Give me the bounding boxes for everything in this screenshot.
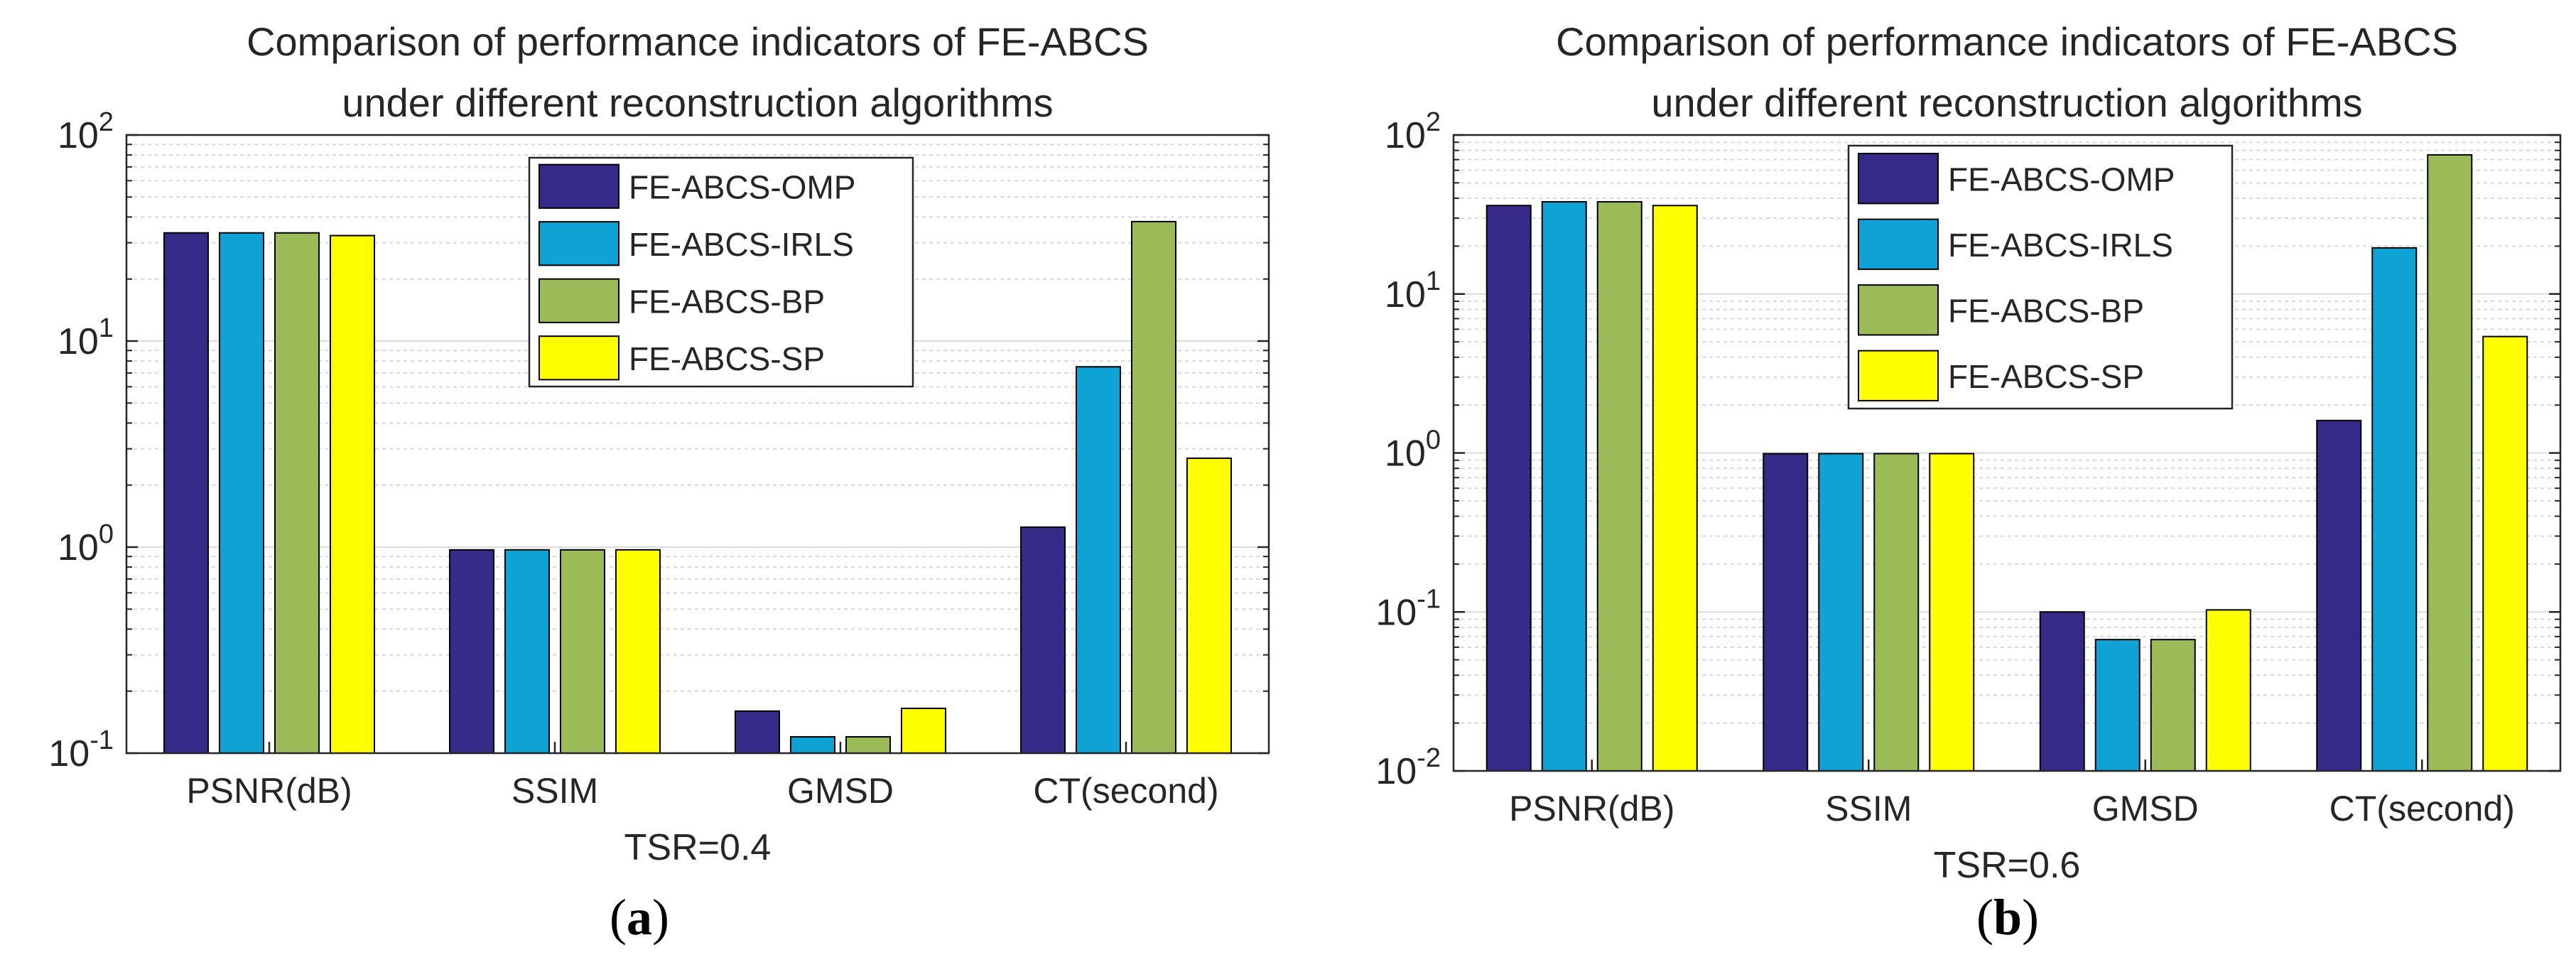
bar	[1652, 205, 1698, 772]
legend-swatch	[1858, 218, 1939, 270]
bar	[1818, 453, 1864, 772]
bar	[449, 549, 494, 754]
chart-b: 10-2 10-1 100 101 102 PSNR(dB) SSIM GMSD CT(seco…	[1375, 19, 2562, 886]
legend-swatch	[539, 221, 619, 266]
legend-label: FE-ABCS-SP	[629, 340, 825, 377]
x-axis-label: TSR=0.6	[1934, 845, 2081, 886]
legend-swatch	[539, 335, 619, 381]
legend-swatch	[1858, 153, 1939, 205]
xtick-label: CT(second)	[2329, 789, 2515, 828]
bar	[1485, 205, 1532, 772]
bar	[2094, 639, 2141, 772]
ytick-label: 101	[58, 313, 114, 362]
bar	[1596, 201, 1643, 772]
ytick-label: 10-1	[1375, 584, 1441, 633]
xtick-label: SSIM	[512, 771, 598, 811]
legend-label: FE-ABCS-OMP	[629, 168, 855, 205]
caption-b: (b)	[1976, 889, 2039, 946]
bar	[2482, 335, 2528, 772]
legend-label: FE-ABCS-BP	[1948, 292, 2144, 329]
chart-title: under different reconstruction algorithm…	[342, 80, 1053, 125]
bar	[615, 549, 661, 754]
bar	[1541, 201, 1587, 772]
bar	[1873, 453, 1920, 772]
bar	[845, 736, 891, 755]
legend-swatch	[539, 163, 619, 209]
bar	[504, 549, 550, 754]
legend-label: FE-ABCS-OMP	[1948, 161, 2175, 198]
axes-box	[125, 134, 1270, 755]
bar	[1763, 453, 1809, 772]
bar	[1076, 366, 1121, 754]
ytick-label: 10-1	[48, 725, 114, 774]
xtick-label: CT(second)	[1033, 771, 1218, 811]
bar	[901, 707, 946, 754]
chart-title: Comparison of performance indicators of …	[247, 19, 1149, 64]
bar	[1186, 457, 1232, 754]
chart-title: under different reconstruction algorithm…	[1651, 80, 2362, 125]
bar	[274, 232, 320, 754]
chart-title: Comparison of performance indicators of …	[1556, 19, 2458, 64]
bar	[2039, 611, 2085, 772]
bar	[2205, 609, 2251, 772]
bar	[219, 232, 264, 754]
xtick-label: GMSD	[2092, 789, 2199, 828]
ytick-label: 102	[58, 107, 114, 156]
bar	[330, 234, 375, 754]
legend-label: FE-ABCS-SP	[1948, 358, 2144, 395]
bar	[735, 710, 780, 754]
bar	[2150, 639, 2196, 772]
bar	[1131, 220, 1176, 755]
bar	[1020, 526, 1066, 755]
legend-swatch	[1858, 350, 1939, 401]
xtick-label: PSNR(dB)	[1509, 789, 1674, 828]
xtick-label: SSIM	[1825, 789, 1912, 828]
ytick-label: 100	[1385, 426, 1441, 475]
legend-swatch	[1858, 284, 1939, 336]
legend-label: FE-ABCS-IRLS	[1948, 227, 2173, 264]
legend-label: FE-ABCS-BP	[629, 283, 825, 320]
bar	[790, 736, 835, 755]
bar	[560, 549, 605, 754]
caption-a: (a)	[610, 889, 669, 946]
x-axis-label: TSR=0.4	[624, 827, 772, 868]
bar	[1929, 453, 1975, 772]
bar	[2371, 247, 2418, 772]
legend-label: FE-ABCS-IRLS	[629, 226, 854, 263]
ytick-label: 102	[1385, 107, 1441, 156]
xtick-label: GMSD	[787, 771, 894, 811]
bar	[2427, 153, 2473, 772]
chart-a: 10-1 100 101 102 PSNR(dB) SSIM GMSD CT(second) T…	[48, 19, 1270, 868]
legend-swatch	[539, 278, 619, 323]
bar	[163, 232, 209, 754]
xtick-label: PSNR(dB)	[186, 771, 352, 811]
bar	[2316, 419, 2362, 772]
ytick-label: 100	[58, 519, 114, 568]
ytick-label: 10-2	[1375, 743, 1441, 792]
ytick-label: 101	[1385, 266, 1441, 315]
